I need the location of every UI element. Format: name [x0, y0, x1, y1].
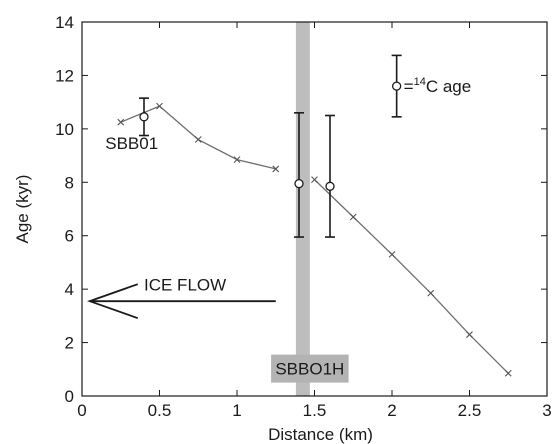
ice-flow-arrow-head: [87, 283, 139, 320]
y-tick-label: 6: [65, 227, 74, 246]
series-1-point: [117, 118, 125, 126]
x-tick-label: 0: [77, 401, 86, 420]
sbbo1h-label: SBBO1H: [275, 360, 344, 379]
legend-label-main: C age: [426, 77, 471, 96]
legend-label-prefix: =: [404, 77, 414, 96]
errorbar-layer: [139, 97, 335, 238]
y-tick-label: 12: [55, 66, 74, 85]
series-2-point: [311, 176, 318, 184]
ice-flow-label: ICE FLOW: [144, 275, 226, 294]
series-1-point: [194, 136, 202, 143]
legend-label-superscript: 14: [414, 76, 426, 88]
sbbo1h-label-box: [271, 354, 349, 383]
series-2-point: [427, 289, 435, 297]
x-axis-label: Distance (km): [268, 425, 373, 444]
series-2-point: [388, 251, 396, 258]
axes-layer: 0 0.5 1 1.5 2 2.5 3 0 2 4 6 8 10 12 14: [55, 13, 552, 420]
sbb01-label: SBB01: [105, 134, 158, 153]
series-2-line: [314, 179, 509, 374]
divide-band: [295, 22, 310, 396]
y-tick-label: 4: [65, 280, 74, 299]
c14-age-1-marker: [139, 112, 149, 122]
series-2-point: [349, 213, 357, 221]
x-tick-label: 3: [542, 401, 551, 420]
x-tick-label: 1: [232, 401, 241, 420]
series-1-point: [272, 165, 280, 173]
series-2-point: [504, 369, 512, 377]
c14-age-2-marker: [294, 178, 304, 189]
c14-age-3-marker: [325, 181, 335, 191]
y-tick-label: 10: [55, 120, 74, 139]
series-1-point: [156, 102, 163, 110]
legend-marker-marker: [391, 81, 402, 91]
x-tick-label: 0.5: [148, 401, 172, 420]
y-tick-label: 0: [65, 387, 74, 406]
y-tick-label: 2: [65, 334, 74, 353]
series-2-point: [466, 331, 473, 338]
legend: =14C age: [391, 54, 472, 118]
annotation-layer: SBB01 ICE FLOW SBBO1H: [87, 134, 349, 383]
series-layer: [117, 102, 512, 377]
y-axis-label: Age (kyr): [13, 175, 32, 244]
series-1-point: [233, 156, 241, 163]
y-tick-label: 14: [55, 13, 74, 32]
legend-label: =14C age: [404, 76, 472, 96]
x-tick-label: 2: [387, 401, 396, 420]
divide-band-layer: [295, 22, 310, 396]
x-tick-label: 1.5: [303, 401, 327, 420]
y-tick-label: 8: [65, 173, 74, 192]
x-tick-label: 2.5: [458, 401, 482, 420]
